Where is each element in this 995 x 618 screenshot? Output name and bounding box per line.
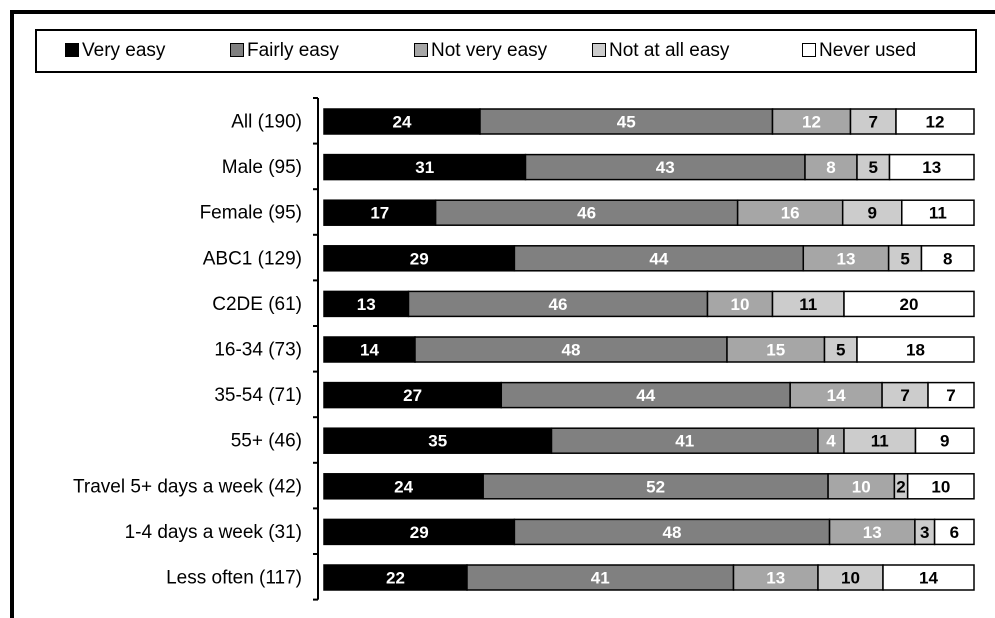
legend-swatch-very-easy — [65, 43, 79, 57]
legend-swatch-not-very-easy — [414, 43, 428, 57]
legend-label: Not at all easy — [609, 40, 730, 61]
legend-swatch-never-used — [802, 43, 816, 57]
legend-label: Very easy — [82, 40, 166, 61]
legend-item-not-very-easy: Not very easy — [414, 40, 547, 62]
chart-legend: Very easy Fairly easy Not very easy Not at … — [35, 29, 977, 73]
legend-label: Fairly easy — [247, 40, 339, 61]
legend-label: Not very easy — [431, 40, 548, 61]
legend-label: Never used — [819, 40, 917, 61]
chart-frame — [10, 10, 995, 618]
legend-item-fairly-easy: Fairly easy — [230, 40, 339, 62]
legend-swatch-fairly-easy — [230, 43, 244, 57]
legend-item-never-used: Never used — [802, 40, 916, 62]
legend-item-not-at-all-easy: Not at all easy — [592, 40, 729, 62]
legend-item-very-easy: Very easy — [65, 40, 165, 62]
legend-swatch-not-at-all-easy — [592, 43, 606, 57]
